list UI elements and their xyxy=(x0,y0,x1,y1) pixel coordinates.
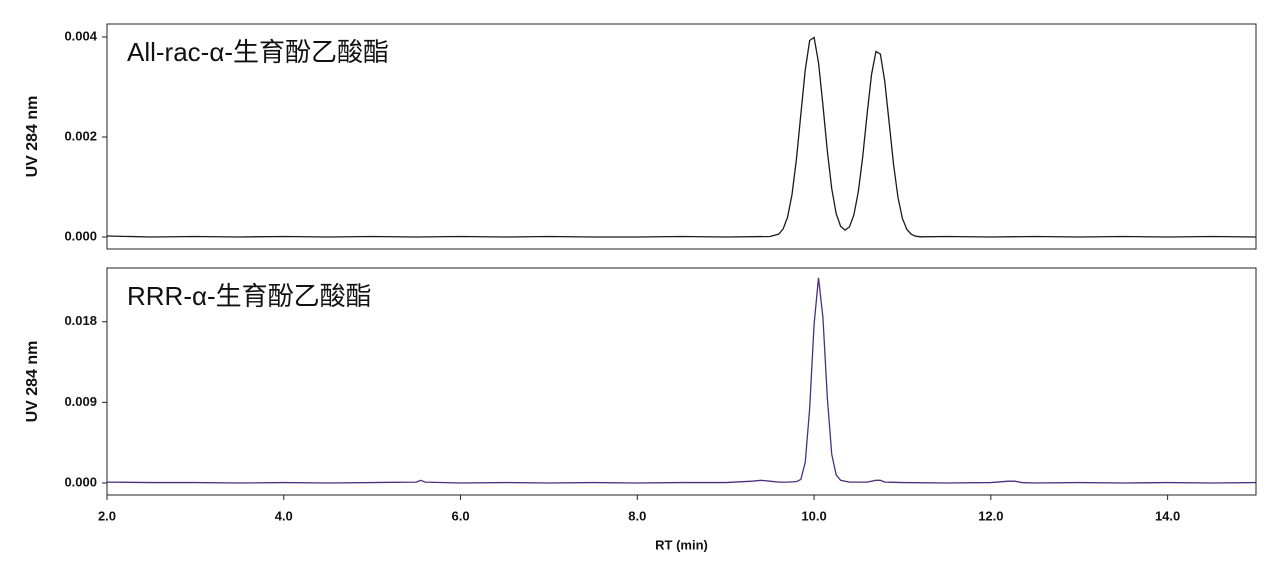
chromatogram-line xyxy=(106,36,1257,238)
x-tick-label: 2.0 xyxy=(98,508,116,523)
x-tick-label: 8.0 xyxy=(628,508,646,523)
y-axis-label: UV 284 nm xyxy=(24,341,41,423)
panel-title: All-rac-α-生育酚乙酸酯 xyxy=(127,37,389,67)
x-tick-label: 14.0 xyxy=(1155,508,1180,523)
y-tick-label: 0.009 xyxy=(64,394,97,409)
y-tick-label: 0.018 xyxy=(64,313,97,328)
y-tick-label: 0.004 xyxy=(64,28,97,43)
x-tick-label: 6.0 xyxy=(451,508,469,523)
panel-title: RRR-α-生育酚乙酸酯 xyxy=(127,281,372,311)
x-tick-label: 10.0 xyxy=(801,508,826,523)
x-axis-label: RT (min) xyxy=(655,537,708,552)
y-tick-label: 0.002 xyxy=(64,128,97,143)
y-tick-label: 0.000 xyxy=(64,228,97,243)
x-tick-label: 4.0 xyxy=(275,508,293,523)
x-tick-label: 12.0 xyxy=(978,508,1003,523)
plot-frame xyxy=(106,267,1257,496)
y-tick-label: 0.000 xyxy=(64,474,97,489)
chromatogram-line xyxy=(106,277,1257,484)
y-axis-label: UV 284 nm xyxy=(24,96,41,178)
